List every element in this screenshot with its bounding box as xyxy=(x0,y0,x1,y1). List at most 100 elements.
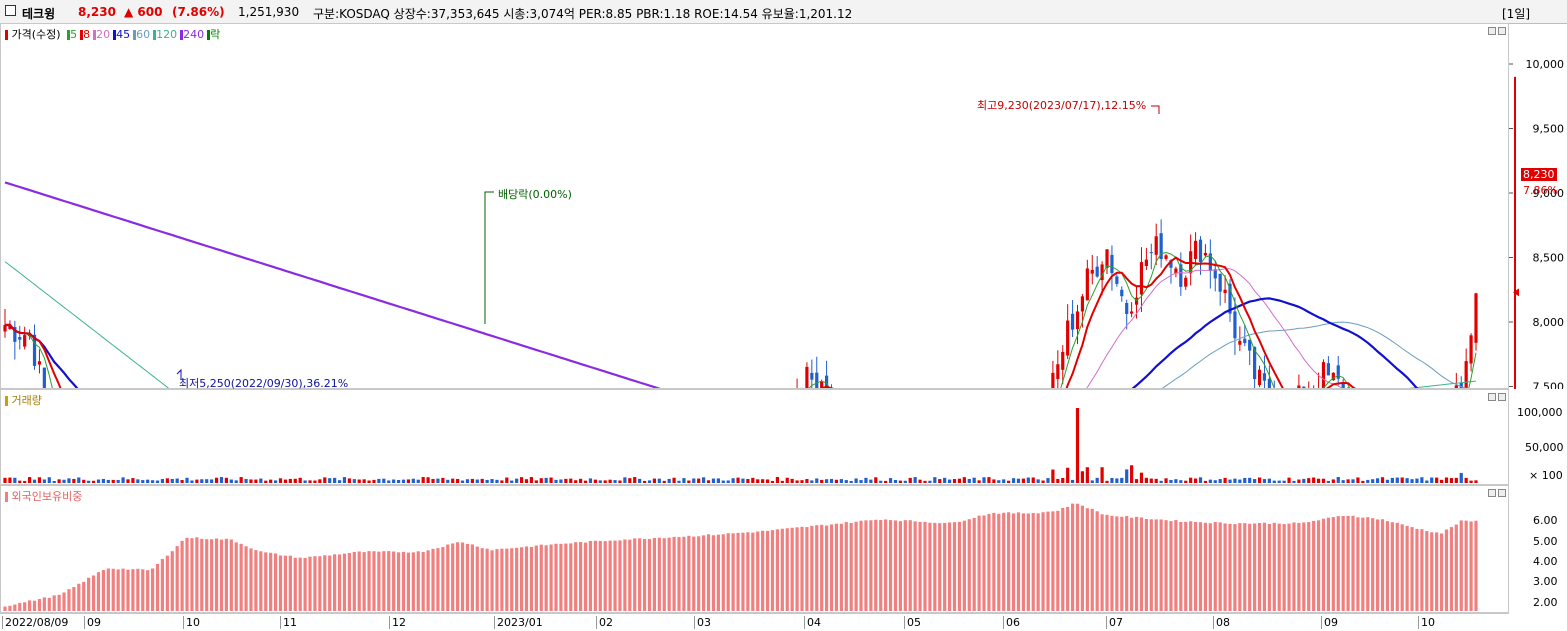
minimize-button[interactable] xyxy=(1488,27,1496,35)
foreign-bar xyxy=(126,569,130,611)
foreign-bar xyxy=(1130,517,1134,611)
foreign-bar xyxy=(765,530,770,611)
close-button[interactable] xyxy=(1498,489,1506,497)
foreign-bar xyxy=(534,545,538,611)
foreign-bar xyxy=(524,546,529,611)
foreign-bar xyxy=(42,597,46,611)
foreign-bar xyxy=(1095,511,1099,611)
volume-bar xyxy=(396,479,401,483)
volume-bar xyxy=(874,477,878,483)
foreign-bar xyxy=(967,519,971,611)
volume-bar xyxy=(101,478,105,483)
ma240-line xyxy=(4,181,661,388)
foreign-bar xyxy=(869,520,873,611)
volume-bar xyxy=(239,477,243,483)
x-axis-label: 03 xyxy=(694,616,711,629)
foreign-bar xyxy=(313,556,317,611)
candle-body xyxy=(1238,340,1242,345)
volume-bar xyxy=(933,477,937,483)
foreign-bar xyxy=(943,522,947,611)
volume-bar xyxy=(1321,478,1326,483)
candle-body xyxy=(1115,276,1119,284)
volume-bar xyxy=(288,478,292,483)
price-tick-label: 10,000 xyxy=(1526,58,1565,71)
foreign-bar xyxy=(170,551,174,611)
ma-legend-item: 20 xyxy=(93,28,110,41)
foreign-bar xyxy=(751,532,755,611)
volume-bar xyxy=(588,478,593,483)
foreign-bar xyxy=(141,569,145,611)
foreign-bar xyxy=(529,546,534,611)
volume-bar xyxy=(1223,477,1227,483)
foreign-bar xyxy=(1208,523,1212,611)
foreign-bar xyxy=(957,521,962,611)
ma45-line xyxy=(4,297,1419,388)
foreign-bar xyxy=(1184,521,1188,611)
volume-bar xyxy=(583,480,588,483)
foreign-bar xyxy=(982,515,986,611)
foreign-legend-label: 외국인보유비중 xyxy=(11,490,83,503)
foreign-bar xyxy=(18,602,22,611)
close-button[interactable] xyxy=(1498,393,1506,401)
foreign-bar xyxy=(652,537,657,611)
volume-bar xyxy=(32,479,37,483)
foreign-panel: 외국인보유비중 xyxy=(0,485,1509,613)
foreign-bar xyxy=(411,552,415,611)
foreign-bar xyxy=(1439,533,1444,611)
foreign-bar xyxy=(1444,529,1449,611)
price-change-pct: (7.86%) xyxy=(172,5,225,19)
volume-bar xyxy=(18,480,22,483)
foreign-tick: 3.00 xyxy=(1533,575,1558,588)
candle-body xyxy=(1331,372,1335,381)
volume-bar xyxy=(278,478,283,483)
volume-bar xyxy=(1316,478,1321,483)
price-tick-label: 8,000 xyxy=(1533,316,1565,329)
foreign-bar xyxy=(1149,519,1153,611)
volume-bar xyxy=(111,479,115,483)
candle-body xyxy=(1253,346,1257,380)
foreign-bar xyxy=(559,543,563,611)
volume-bar xyxy=(1267,478,1271,483)
volume-bar xyxy=(1007,480,1011,483)
minimize-button[interactable] xyxy=(1488,393,1496,401)
ma20-line xyxy=(4,268,1343,388)
foreign-bar xyxy=(741,532,745,611)
foreign-bar xyxy=(1449,527,1454,611)
volume-bar xyxy=(859,480,863,483)
candle-body xyxy=(1120,289,1124,297)
foreign-bar xyxy=(1159,519,1163,611)
candle-body xyxy=(1105,249,1109,268)
foreign-bar xyxy=(687,535,691,611)
foreign-bar xyxy=(441,547,445,611)
foreign-bar xyxy=(357,551,361,611)
volume-bar xyxy=(1282,480,1286,483)
foreign-bar xyxy=(451,543,455,611)
select-checkbox[interactable] xyxy=(5,5,16,16)
volume-bar xyxy=(91,480,96,483)
foreign-bar xyxy=(756,531,760,611)
volume-bar xyxy=(1385,479,1390,483)
foreign-bar xyxy=(544,545,548,611)
foreign-bar xyxy=(510,548,514,611)
foreign-bar xyxy=(1041,512,1045,611)
close-button[interactable] xyxy=(1498,27,1506,35)
price-tick-label: 9,000 xyxy=(1533,187,1565,200)
period-selector[interactable]: [1일] xyxy=(1502,7,1531,21)
volume-bar xyxy=(1243,477,1247,483)
volume-bar xyxy=(785,477,789,483)
foreign-bar xyxy=(475,546,479,611)
foreign-bar xyxy=(721,534,725,611)
volume-bar xyxy=(652,478,657,483)
volume-bar xyxy=(1056,478,1060,483)
minimize-button[interactable] xyxy=(1488,489,1496,497)
volume-bar xyxy=(460,480,465,483)
volume-axis: 100,000 50,000 × 100 xyxy=(1509,389,1567,485)
foreign-bar xyxy=(37,599,42,611)
volume-bar xyxy=(77,477,81,483)
ma-legend-item: 8 xyxy=(80,28,90,41)
volume-bar xyxy=(741,478,745,483)
foreign-bar xyxy=(874,519,878,611)
volume-bar xyxy=(913,477,917,483)
foreign-bar xyxy=(888,520,893,611)
foreign-bar xyxy=(554,543,558,611)
